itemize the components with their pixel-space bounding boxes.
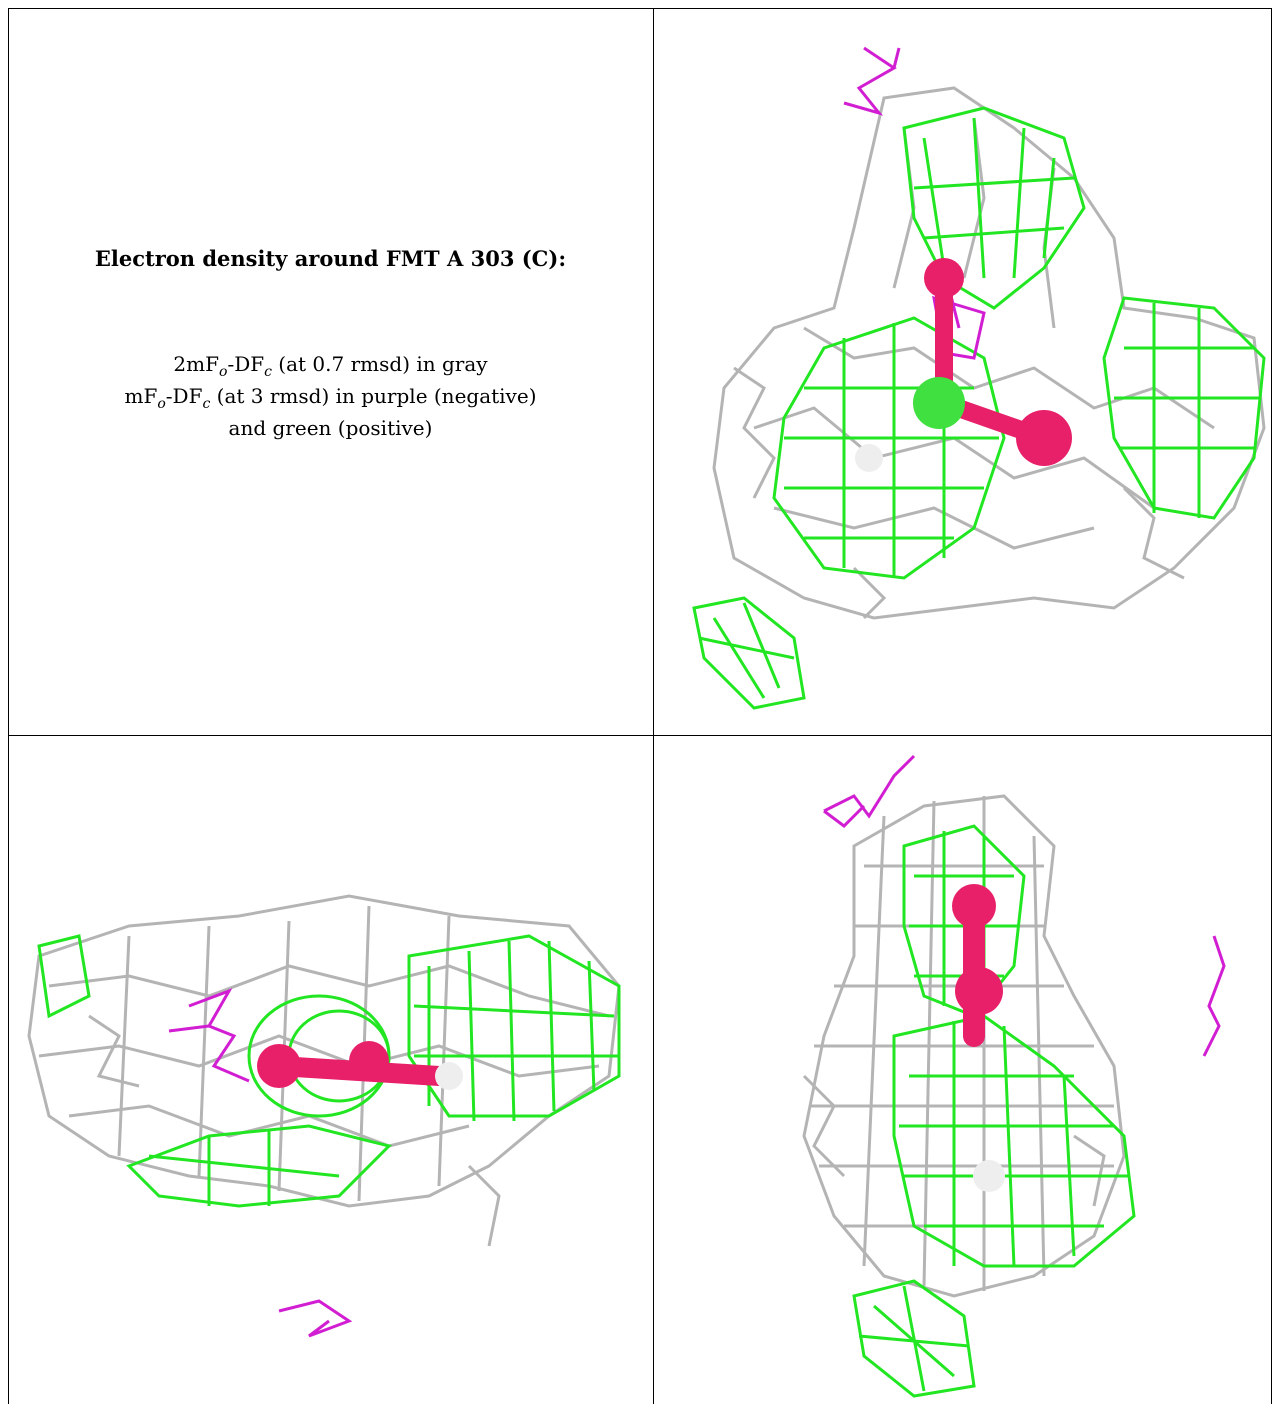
ligand-model [952,884,1005,1192]
density-render-1 [692,46,1266,710]
density-view-bottom-right [654,736,1271,1404]
figure-table: Electron density around FMT A 303 (C): 2… [8,8,1272,1404]
table-column-divider [653,8,654,1404]
gray-mesh [27,894,621,1247]
table-row-divider [8,735,1272,736]
gray-mesh [712,86,1266,620]
gray-mesh [802,794,1126,1298]
caption-title: Electron density around FMT A 303 (C): [94,246,567,271]
table-border-left [8,8,9,1404]
density-render-2 [27,894,621,1338]
caption-cell: Electron density around FMT A 303 (C): 2… [8,8,653,735]
purple-mesh [823,754,1226,1057]
caption-line-3: and green (positive) [228,416,433,440]
table-border-top [8,8,1272,9]
caption-line-2: mFo-DFc (at 3 rmsd) in purple (negative) [124,384,537,412]
density-view-bottom-left [9,736,653,1404]
density-view-top-right [654,8,1271,735]
ligand-model [257,1041,463,1090]
caption-line-1: 2mFo-DFc (at 0.7 rmsd) in gray [173,352,488,380]
table-border-right [1271,8,1272,1404]
purple-mesh [168,988,353,1338]
ligand-model [855,258,1072,472]
density-render-3 [802,754,1226,1398]
